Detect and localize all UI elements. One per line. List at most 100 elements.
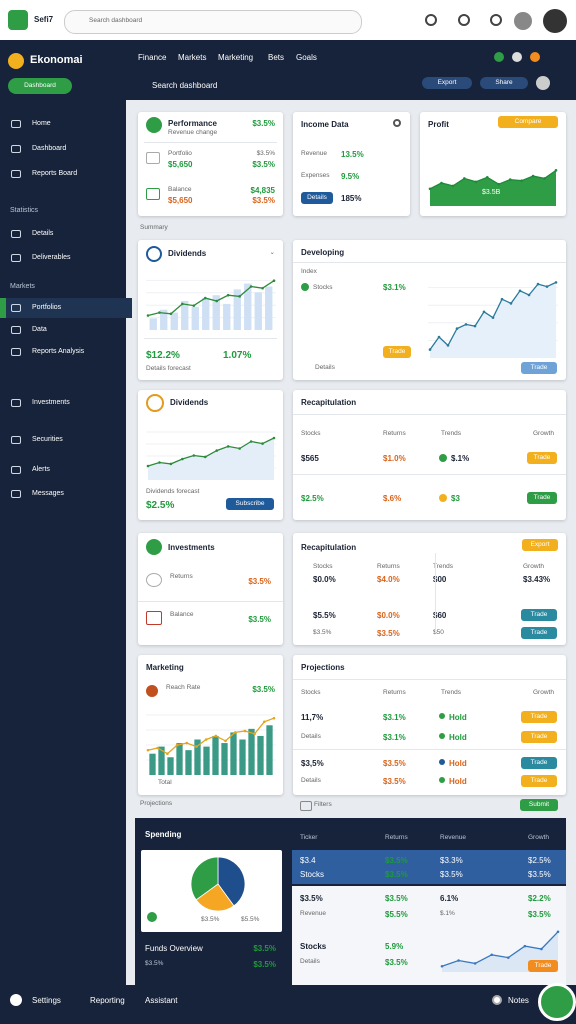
button[interactable]: Details	[301, 192, 333, 204]
icon	[11, 170, 21, 178]
active-item	[0, 298, 132, 318]
column-header: Growth	[533, 430, 554, 437]
chat-button[interactable]	[538, 983, 576, 1021]
cell: $2.2%	[528, 894, 551, 903]
title: Marketing	[146, 663, 184, 672]
performance-card: Performance $3.5% Revenue change Portfolio $…	[138, 112, 283, 216]
divider	[144, 338, 277, 339]
pie-slice	[190, 856, 219, 901]
column-header: Trends	[441, 689, 461, 696]
point	[204, 738, 208, 741]
cell: $3.5%	[300, 894, 323, 903]
column-header: Returns	[383, 430, 406, 437]
cell: $00	[433, 575, 447, 584]
button[interactable]: Subscribe	[226, 498, 274, 510]
icon	[11, 145, 21, 153]
value: 9.5%	[341, 172, 360, 181]
icon	[530, 52, 540, 62]
line	[429, 169, 557, 190]
point	[261, 286, 264, 290]
point	[158, 461, 161, 464]
avatar	[543, 9, 567, 33]
bottom-item[interactable]: Assistant	[145, 996, 178, 1005]
button[interactable]: Trade	[521, 731, 557, 743]
button[interactable]: Trade	[527, 452, 557, 464]
column-header: Growth	[533, 689, 554, 696]
button[interactable]: Dashboard	[8, 78, 72, 94]
point	[261, 442, 264, 445]
bottom-bar: Settings Reporting Assistant Notes	[0, 983, 576, 1024]
point	[175, 743, 179, 747]
button[interactable]: Trade	[521, 757, 557, 769]
point	[554, 169, 558, 172]
label: Balance	[168, 186, 192, 193]
table: Ticker Returns Revenue Growth $3.4 $3.5% $3.3%…	[292, 830, 566, 985]
bar	[233, 289, 241, 330]
divider	[293, 414, 566, 415]
bar	[230, 732, 237, 775]
tab[interactable]: Goals	[296, 53, 317, 62]
chart	[190, 856, 246, 912]
point	[531, 174, 535, 178]
cell: $3,5%	[301, 759, 324, 768]
bar	[181, 301, 189, 330]
bar	[239, 739, 246, 775]
change: $3.5%	[256, 150, 275, 157]
cell: Hold	[449, 759, 467, 768]
divider	[293, 749, 566, 750]
button[interactable]: Export	[522, 539, 558, 551]
projections-card: Projections Stocks Returns Trends Growth 11,7…	[293, 655, 566, 795]
tab[interactable]: Bets	[268, 53, 285, 62]
bar	[203, 746, 210, 775]
point	[518, 289, 522, 293]
icon	[11, 490, 21, 498]
brand: Sefi7	[34, 15, 54, 24]
button[interactable]: Trade	[521, 362, 557, 374]
chart-label: $3.5B	[482, 189, 501, 196]
developing-card: Developing Index Stocks $3.1% Trade Trade Deta…	[293, 240, 566, 380]
cell: $3.5%	[385, 958, 408, 967]
cell: $2.5%	[301, 494, 324, 503]
icon	[146, 394, 164, 412]
button[interactable]: Share	[480, 77, 528, 89]
button[interactable]: Trade	[521, 711, 557, 723]
divider	[144, 142, 277, 143]
value: $3.5%	[252, 119, 275, 128]
point	[463, 177, 466, 180]
icon	[301, 283, 309, 291]
search-box[interactable]: Search dashboard	[64, 10, 362, 34]
point	[243, 729, 247, 733]
point	[169, 312, 173, 316]
button[interactable]: Submit	[520, 799, 558, 811]
button[interactable]: Trade	[521, 609, 557, 621]
tab[interactable]: Markets	[178, 53, 207, 62]
marketing-card: Marketing Reach Rate $3.5% Total	[138, 655, 283, 795]
button[interactable]: Trade	[527, 492, 557, 504]
button[interactable]: Export	[422, 77, 472, 89]
icon	[146, 246, 162, 262]
cell: $3.5%	[377, 629, 400, 638]
cell: $3.5%	[385, 870, 408, 879]
tab[interactable]: Marketing	[218, 53, 254, 62]
label: Returns	[170, 573, 193, 580]
button[interactable]: Compare	[498, 116, 558, 128]
label: Portfolio	[168, 150, 192, 157]
button[interactable]: Trade	[521, 627, 557, 639]
point	[485, 175, 489, 179]
point	[238, 295, 241, 298]
label: Funds Overview	[145, 944, 203, 953]
button[interactable]: Trade	[521, 775, 557, 787]
nav-item: Reports Analysis	[32, 348, 85, 355]
nav-item: Deliverables	[32, 254, 71, 261]
cell: Details	[301, 733, 321, 740]
button[interactable]: Trade	[383, 346, 411, 358]
point	[440, 964, 444, 968]
recap-card: Recapitulation Stocks Returns Trends Growth $…	[293, 390, 566, 520]
bottom-item[interactable]: Settings	[32, 996, 61, 1005]
point	[249, 440, 253, 443]
point	[146, 464, 150, 468]
note: Details	[315, 364, 335, 371]
bottom-item[interactable]: Reporting	[90, 996, 125, 1005]
tab[interactable]: Finance	[138, 53, 167, 62]
button[interactable]: Trade	[528, 960, 558, 972]
